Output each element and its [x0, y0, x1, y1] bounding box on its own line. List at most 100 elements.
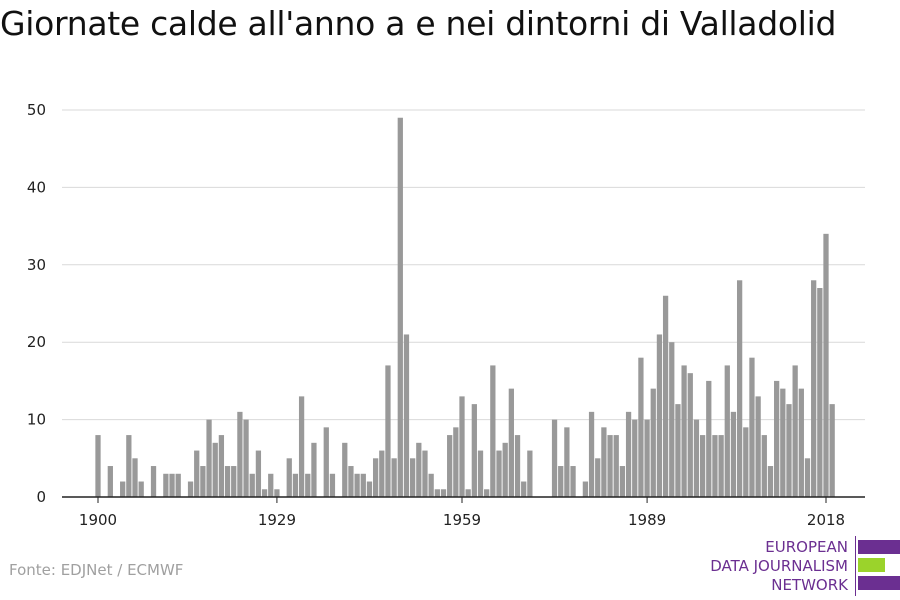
y-tick-label: 30: [27, 256, 46, 274]
bar-2011: [780, 388, 786, 497]
bar-1993: [669, 342, 675, 497]
bar-1941: [348, 466, 354, 497]
bar-1942: [354, 473, 360, 497]
bar-1965: [496, 450, 502, 497]
logo-bar-bottom: [858, 576, 900, 590]
bar-1956: [440, 489, 447, 497]
y-tick-label: 10: [27, 411, 46, 429]
bar-1928: [268, 473, 274, 497]
chart-title: Giornate calde all'anno a e nei dintorni…: [0, 4, 837, 43]
y-tick-label: 0: [36, 488, 46, 506]
bar-1906: [132, 458, 138, 497]
bar-1959: [459, 396, 465, 497]
bar-1945: [372, 458, 379, 497]
bar-1999: [706, 380, 712, 497]
bar-1913: [175, 473, 181, 497]
bar-1916: [194, 450, 200, 497]
bar-1946: [379, 450, 385, 497]
bar-1962: [477, 450, 484, 497]
bar-2009: [767, 466, 774, 497]
bar-1996: [687, 373, 693, 497]
bar-2002: [724, 365, 730, 497]
bar-1938: [329, 473, 336, 497]
bar-1907: [138, 481, 144, 497]
bar-2010: [774, 380, 780, 497]
bar-1937: [323, 427, 329, 497]
bar-1900: [95, 435, 101, 497]
bar-1909: [150, 466, 157, 497]
edjnet-logo: EUROPEAN DATA JOURNALISM NETWORK: [700, 536, 900, 596]
bar-1922: [231, 466, 237, 497]
bar-1951: [410, 458, 416, 497]
bar-2016: [811, 280, 817, 497]
bar-1921: [224, 466, 231, 497]
logo-divider: [855, 536, 856, 596]
bar-1911: [163, 473, 169, 497]
bar-2015: [804, 458, 811, 497]
bar-1931: [286, 458, 292, 497]
bar-1998: [699, 435, 706, 497]
logo-line-1: EUROPEAN: [765, 538, 848, 556]
bar-1904: [120, 481, 126, 497]
bar-2019: [829, 404, 835, 497]
bar-1905: [126, 435, 132, 497]
bar-1985: [619, 466, 626, 497]
bar-2018: [823, 233, 829, 497]
bar-1967: [508, 388, 514, 497]
bar-1969: [521, 481, 527, 497]
bar-1953: [422, 450, 428, 497]
bar-1917: [200, 466, 206, 497]
bar-1980: [588, 411, 595, 497]
bar-1988: [638, 357, 644, 497]
bar-1929: [274, 489, 280, 497]
y-tick-label: 50: [27, 101, 46, 119]
y-tick-label: 40: [27, 178, 46, 196]
bar-2008: [761, 435, 767, 497]
bar-1933: [298, 396, 305, 497]
bar-1981: [595, 458, 601, 497]
bar-1960: [465, 489, 471, 497]
bar-1919: [212, 442, 218, 497]
bar-1990: [650, 388, 656, 497]
y-tick-label: 20: [27, 333, 46, 351]
x-tick-label: 2018: [807, 511, 845, 529]
bar-1991: [656, 334, 663, 497]
bar-2005: [743, 427, 749, 497]
bar-1947: [385, 365, 391, 497]
bar-1994: [675, 404, 681, 497]
logo-bar-top: [858, 540, 900, 554]
bar-1920: [218, 435, 225, 497]
bar-2003: [730, 411, 737, 497]
bar-1975: [558, 466, 564, 497]
bar-2004: [736, 280, 743, 497]
bar-1934: [305, 473, 311, 497]
bar-1983: [607, 435, 613, 497]
bar-1966: [502, 442, 508, 497]
bar-1961: [471, 404, 477, 497]
bar-1977: [570, 466, 576, 497]
source-note: Fonte: EDJNet / ECMWF: [9, 561, 184, 579]
bar-1968: [514, 435, 521, 497]
bar-1915: [187, 481, 194, 497]
x-axis: 1900 1929 1959 1989 2018: [62, 496, 865, 529]
bar-1944: [366, 481, 373, 497]
logo-bar-middle: [858, 558, 885, 572]
bar-1957: [447, 435, 453, 497]
bar-1926: [255, 450, 262, 497]
bar-2014: [798, 388, 804, 497]
bar-1952: [416, 442, 422, 497]
x-tick-label: 1900: [79, 511, 117, 529]
bar-1902: [107, 466, 113, 497]
bar-1923: [237, 411, 243, 497]
bar-1997: [693, 419, 700, 497]
x-tick-label: 1959: [443, 511, 481, 529]
logo-line-2: DATA JOURNALISM: [710, 557, 848, 575]
bar-1984: [613, 435, 619, 497]
bar-1987: [632, 419, 638, 497]
bar-1992: [662, 295, 669, 497]
bar-2007: [755, 396, 761, 497]
bar-1979: [582, 481, 589, 497]
bar-1976: [564, 427, 570, 497]
bars: [95, 117, 835, 498]
